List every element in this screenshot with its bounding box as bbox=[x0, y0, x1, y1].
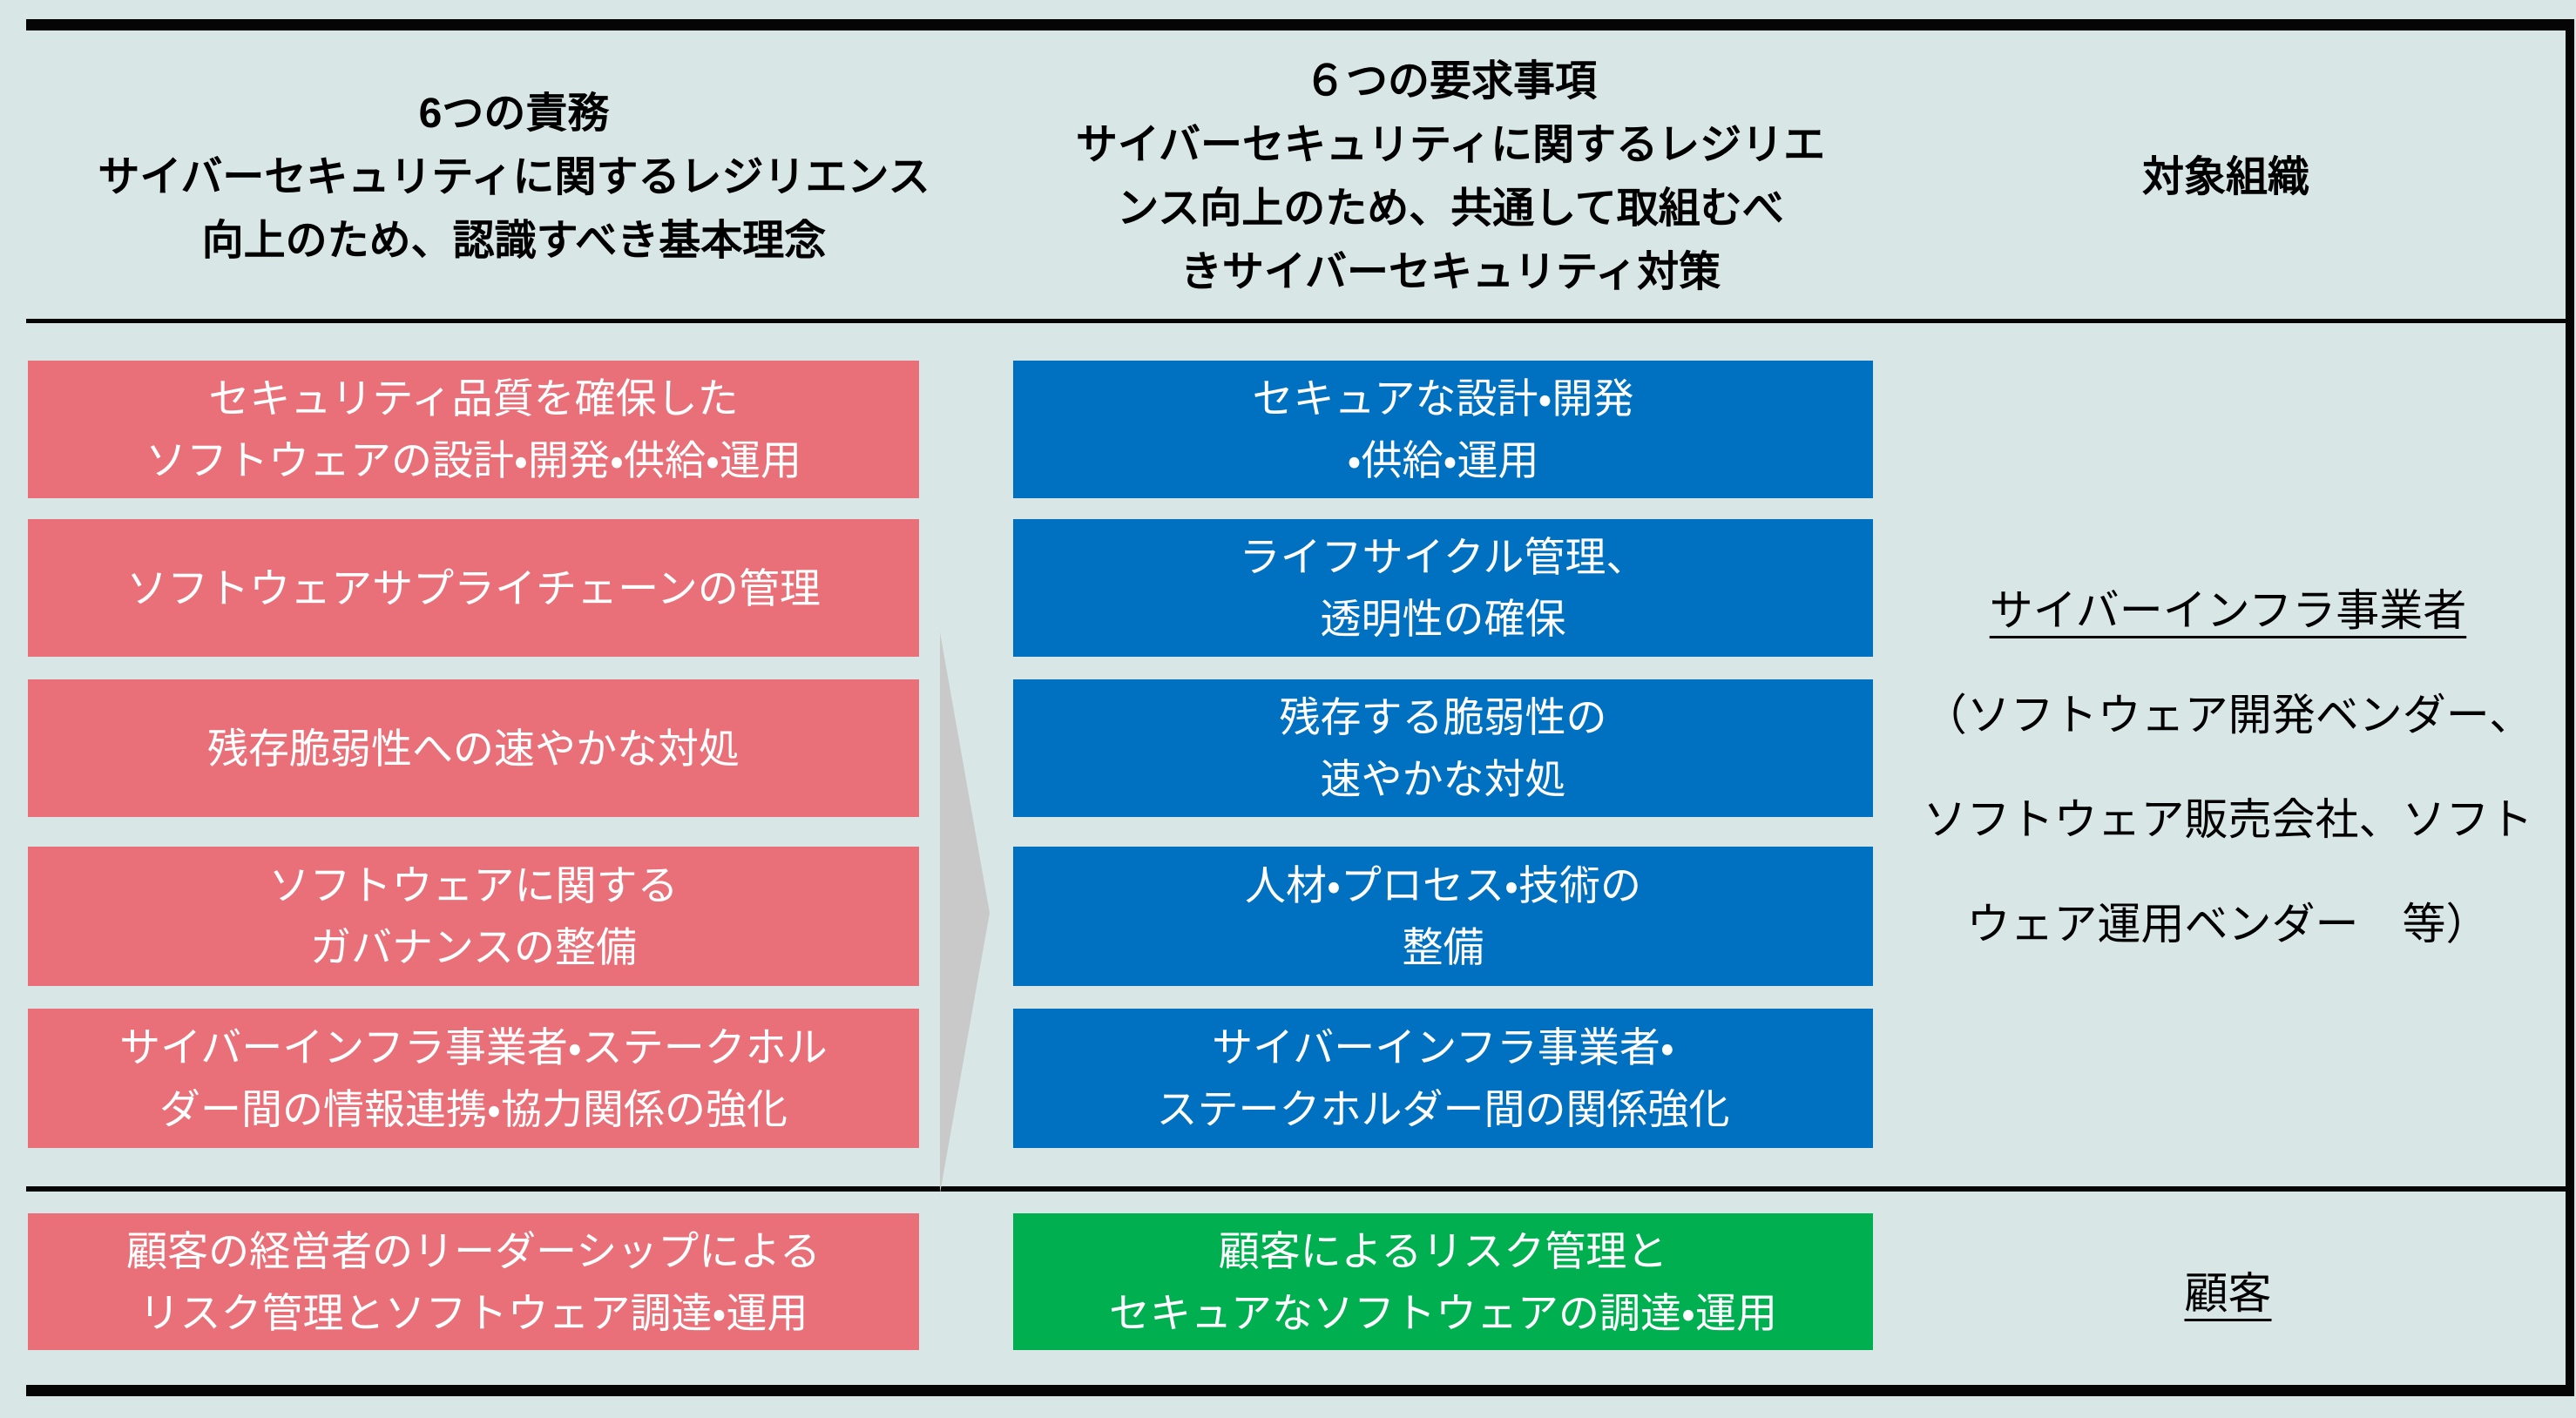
target-org-vendor: サイバーインフラ事業者 （ソフトウェア開発ベンダー、 ソフトウェア販売会社、ソフ… bbox=[1882, 348, 2574, 1186]
target-org-vendor-detail-line: ソフトウェア販売会社、ソフト bbox=[1923, 795, 2533, 844]
duties-column-header: 6つの責務 サイバーセキュリティに関するレジリエンス 向上のため、認識すべき基本… bbox=[98, 90, 930, 264]
target-org-column-header: 対象組織 bbox=[2141, 153, 2309, 200]
duty-box-3: 残存脆弱性への速やかな対処 bbox=[28, 679, 919, 817]
top-border bbox=[26, 19, 2567, 30]
requirement-box-1: セキュアな設計・開発 ・供給・運用 bbox=[1013, 361, 1873, 498]
bottom-border bbox=[26, 1385, 2567, 1396]
duty-box-4: ソフトウェアに関する ガバナンスの整備 bbox=[28, 847, 919, 986]
requirement-box-5: サイバーインフラ事業者・ ステークホルダー間の関係強化 bbox=[1013, 1009, 1873, 1148]
requirements-column-header: ６つの要求事項 サイバーセキュリティに関するレジリエ ンス向上のため、共通して取… bbox=[1075, 58, 1826, 295]
target-org-vendor-detail-line: ウェア運用ベンダー 等） bbox=[1966, 900, 2490, 949]
duty-box-customer: 顧客の経営者のリーダーシップによる リスク管理とソフトウェア調達・運用 bbox=[28, 1213, 919, 1350]
target-org-vendor-detail-line: （ソフトウェア開発ベンダー、 bbox=[1923, 691, 2533, 739]
requirement-box-customer: 顧客によるリスク管理と セキュアなソフトウェアの調達・運用 bbox=[1013, 1213, 1873, 1350]
row-divider bbox=[26, 1186, 2567, 1192]
requirement-box-3: 残存する脆弱性の 速やかな対処 bbox=[1013, 679, 1873, 817]
duty-box-5: サイバーインフラ事業者・ステークホル ダー間の情報連携・協力関係の強化 bbox=[28, 1009, 919, 1148]
duty-box-2: ソフトウェアサプライチェーンの管理 bbox=[28, 519, 919, 657]
header-divider bbox=[26, 319, 2567, 323]
target-org-vendor-title: サイバーインフラ事業者 bbox=[1989, 586, 2467, 635]
requirement-box-2: ライフサイクル管理、 透明性の確保 bbox=[1013, 519, 1873, 657]
duty-box-1: セキュリティ品質を確保した ソフトウェアの設計・開発・供給・運用 bbox=[28, 361, 919, 498]
target-org-customer: 顧客 bbox=[1882, 1193, 2574, 1394]
right-arrow-icon bbox=[940, 632, 990, 1193]
target-org-customer-label: 顧客 bbox=[2184, 1269, 2272, 1318]
requirement-box-4: 人材・プロセス・技術の 整備 bbox=[1013, 847, 1873, 986]
right-border bbox=[2566, 19, 2574, 1396]
